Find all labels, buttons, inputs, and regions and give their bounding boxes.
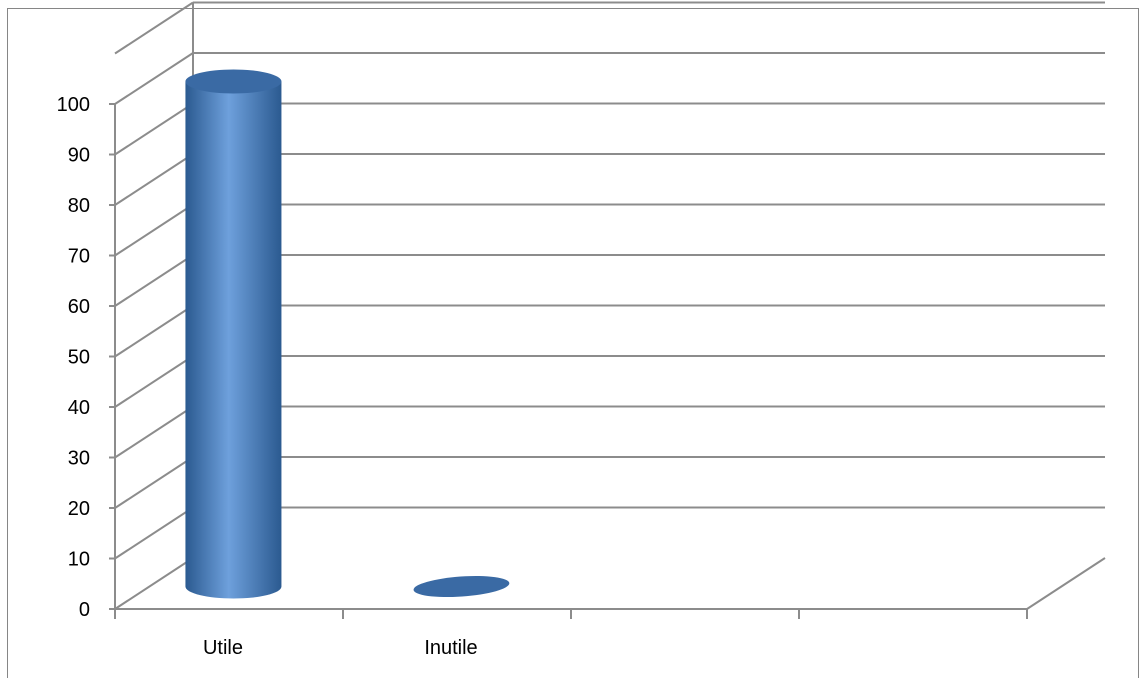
- left-wall-gridline: [114, 52, 194, 105]
- left-wall-gridline: [114, 355, 194, 408]
- left-wall-gridline: [114, 203, 194, 257]
- y-tick-label: 60: [68, 296, 90, 318]
- left-wall-gridline: [114, 153, 194, 206]
- category-labels: Utile Inutile: [203, 637, 478, 659]
- y-tick-label: 50: [68, 347, 90, 369]
- left-wall-gridline: [114, 304, 194, 358]
- y-tick-label: 40: [68, 397, 90, 419]
- y-tick-label: 80: [68, 195, 90, 217]
- y-tick-label: 100: [57, 94, 90, 116]
- floor-right-edge: [1026, 557, 1106, 610]
- bar-utile: [185, 69, 282, 599]
- y-tick-label: 20: [68, 498, 90, 520]
- category-label: Inutile: [424, 637, 477, 659]
- left-wall-gridline: [114, 254, 194, 307]
- bar-cylinder-top: [413, 575, 510, 598]
- y-tick-labels: 0 10 20 30 40 50 60 70 80 90 100: [57, 94, 115, 621]
- left-wall-gridline: [114, 102, 194, 156]
- left-wall-gridline: [114, 1, 194, 55]
- bar-cylinder-body: [185, 81, 282, 599]
- left-wall-gridline: [114, 405, 194, 459]
- left-wall-gridline: [114, 557, 194, 610]
- y-tick-label: 30: [68, 448, 90, 470]
- bars: [185, 69, 510, 599]
- y-tick-label: 0: [79, 599, 90, 621]
- left-wall-gridline: [114, 456, 194, 509]
- category-label: Utile: [203, 637, 243, 659]
- gridlines: [114, 1, 1105, 610]
- y-tick-label: 70: [68, 246, 90, 268]
- left-wall-gridline: [114, 506, 194, 560]
- bar-cylinder-top: [185, 69, 282, 94]
- y-tick-label: 90: [68, 145, 90, 167]
- bar-inutile: [413, 575, 510, 598]
- y-tick-label: 10: [68, 549, 90, 571]
